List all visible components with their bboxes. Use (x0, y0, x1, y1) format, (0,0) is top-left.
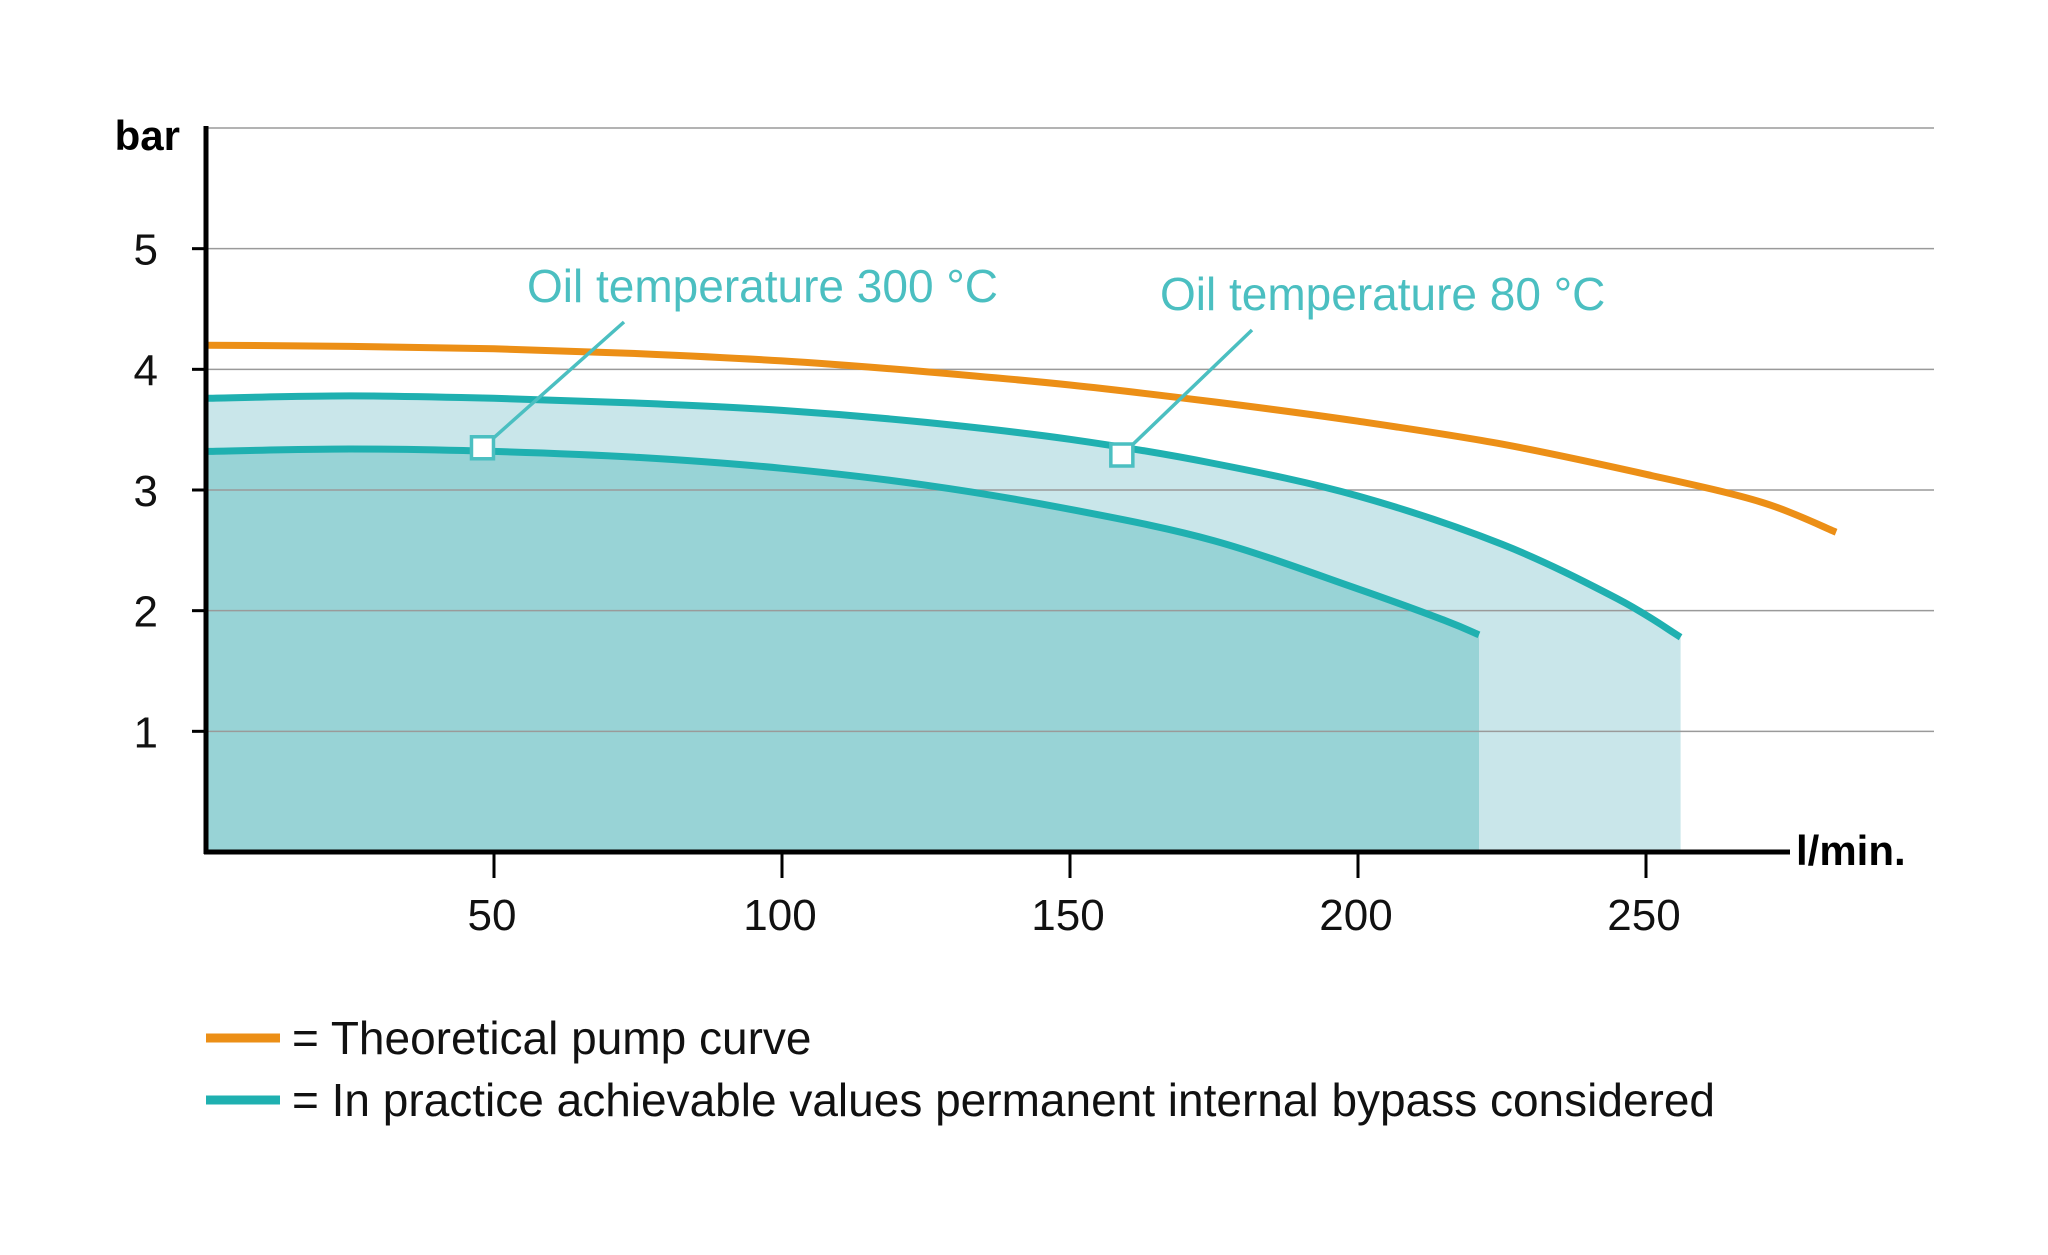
series-line-oil-temperature-300-c (205, 445, 1481, 639)
fill-oil-temperature-300-c (206, 449, 1479, 852)
annotation-label-300c: Oil temperature 300 °C (527, 260, 998, 312)
y-axis-title: bar (115, 112, 180, 159)
tick-labels: 1 2 3 4 5 50 100 150 200 250 (134, 226, 1681, 940)
legend-entry-theoretical: = Theoretical pump curve (292, 1012, 811, 1064)
annotation-marker-300c (469, 435, 496, 461)
annotation-leader-300c (481, 320, 626, 450)
legend: = Theoretical pump curve = In practice a… (206, 1012, 1715, 1126)
annotation-marker-80c (1109, 442, 1135, 468)
x-tick-label-200: 200 (1319, 891, 1392, 940)
x-axis-title: l/min. (1796, 827, 1906, 874)
series-line-oil-temperature-80-c (205, 392, 1683, 641)
y-tick-label-5: 5 (134, 226, 158, 275)
annotations: Oil temperature 300 °C Oil temperature 8… (469, 260, 1605, 468)
x-tick-label-250: 250 (1607, 891, 1680, 940)
annotation-label-80c: Oil temperature 80 °C (1160, 268, 1605, 320)
y-tick-label-1: 1 (134, 708, 158, 757)
x-tick-label-50: 50 (468, 891, 517, 940)
y-tick-label-2: 2 (134, 588, 158, 637)
series-lines (205, 341, 1838, 641)
y-tick-label-4: 4 (134, 346, 158, 395)
legend-entry-practical: = In practice achievable values permanen… (292, 1074, 1715, 1126)
x-tick-label-100: 100 (743, 891, 816, 940)
y-tick-label-3: 3 (134, 467, 158, 516)
x-tick-label-150: 150 (1031, 891, 1104, 940)
series-line-theoretical-pump-curve (205, 341, 1838, 536)
area-fills (206, 395, 1681, 852)
gridlines (206, 127, 1934, 733)
annotation-leader-80c (1120, 328, 1254, 457)
